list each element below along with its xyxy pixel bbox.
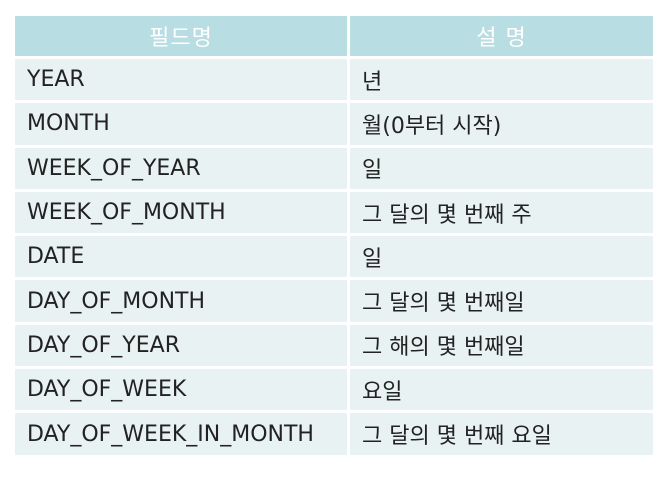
field-name-cell: WEEK_OF_MONTH (15, 191, 347, 234)
table-row: WEEK_OF_YEAR 일 (15, 147, 653, 189)
table-row: DAY_OF_WEEK_IN_MONTH 그 달의 몇 번째 요일 (15, 413, 653, 455)
description-cell: 그 달의 몇 번째 요일 (350, 413, 653, 455)
field-name-cell: DAY_OF_YEAR (15, 324, 347, 367)
calendar-fields-table-container: 필드명 설 명 YEAR 년 MONTH 월(0부터 시작) WEEK_OF_Y… (12, 13, 656, 458)
calendar-fields-table: 필드명 설 명 YEAR 년 MONTH 월(0부터 시작) WEEK_OF_Y… (12, 13, 656, 458)
description-cell: 요일 (350, 369, 653, 411)
description-cell: 그 달의 몇 번째일 (350, 280, 653, 322)
table-row: YEAR 년 (15, 59, 653, 101)
table-row: DAY_OF_YEAR 그 해의 몇 번째일 (15, 324, 653, 367)
field-name-cell: DAY_OF_WEEK (15, 369, 347, 411)
header-description: 설 명 (350, 16, 653, 56)
description-cell: 월(0부터 시작) (350, 103, 653, 145)
table-row: DAY_OF_MONTH 그 달의 몇 번째일 (15, 280, 653, 322)
table-row: DAY_OF_WEEK 요일 (15, 369, 653, 411)
description-cell: 일 (350, 147, 653, 189)
table-row: DATE 일 (15, 236, 653, 278)
table-header: 필드명 설 명 (15, 16, 653, 56)
description-cell: 년 (350, 59, 653, 101)
table-row: WEEK_OF_MONTH 그 달의 몇 번째 주 (15, 191, 653, 234)
description-cell: 그 해의 몇 번째일 (350, 324, 653, 367)
field-name-cell: YEAR (15, 59, 347, 101)
description-cell: 그 달의 몇 번째 주 (350, 191, 653, 234)
table-body: YEAR 년 MONTH 월(0부터 시작) WEEK_OF_YEAR 일 WE… (15, 59, 653, 455)
header-field-name: 필드명 (15, 16, 347, 56)
field-name-cell: MONTH (15, 103, 347, 145)
description-cell: 일 (350, 236, 653, 278)
field-name-cell: DAY_OF_WEEK_IN_MONTH (15, 413, 347, 455)
field-name-cell: DATE (15, 236, 347, 278)
field-name-cell: WEEK_OF_YEAR (15, 147, 347, 189)
field-name-cell: DAY_OF_MONTH (15, 280, 347, 322)
header-row: 필드명 설 명 (15, 16, 653, 56)
table-row: MONTH 월(0부터 시작) (15, 103, 653, 145)
